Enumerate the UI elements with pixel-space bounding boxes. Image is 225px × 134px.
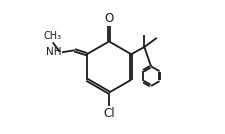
Text: CH₃: CH₃ <box>43 31 61 41</box>
Text: O: O <box>104 12 113 25</box>
Text: NH: NH <box>46 47 61 57</box>
Text: Cl: Cl <box>103 107 114 120</box>
